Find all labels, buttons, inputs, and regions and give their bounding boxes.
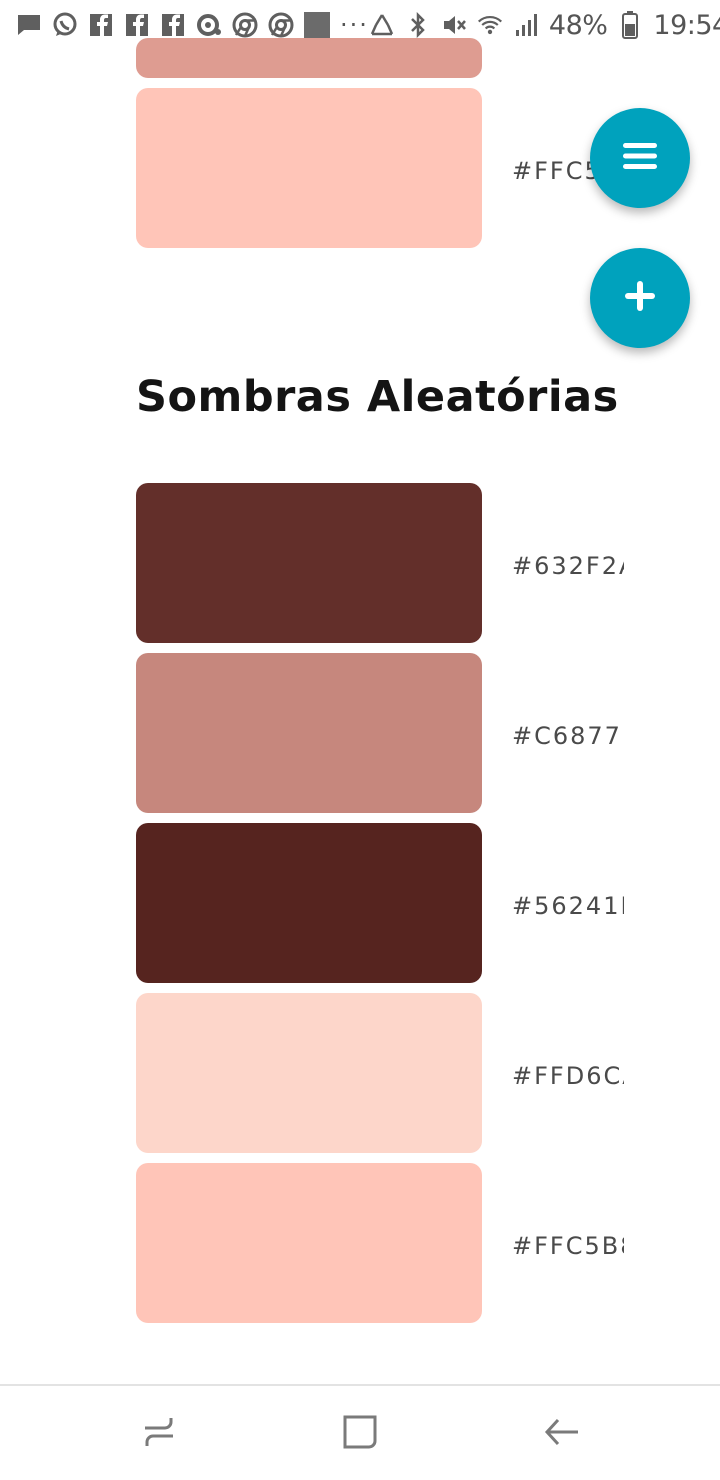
whatsapp-icon: [52, 12, 78, 38]
facebook-icon: [160, 12, 186, 38]
gallery-icon: [304, 12, 330, 38]
clock: 19:54: [653, 9, 720, 41]
bluetooth-icon: [405, 12, 431, 38]
hex-code: #FFC5B8: [512, 1232, 624, 1260]
recents-button[interactable]: [137, 1412, 181, 1456]
plus-icon: [623, 279, 657, 317]
facebook-icon: [88, 12, 114, 38]
home-button[interactable]: [338, 1412, 382, 1456]
color-swatch[interactable]: [136, 1163, 482, 1323]
color-swatch[interactable]: [136, 483, 482, 643]
back-button[interactable]: [540, 1412, 584, 1456]
home-icon: [340, 1412, 380, 1456]
color-swatch[interactable]: [136, 823, 482, 983]
status-bar: ··· 48% 19:54: [0, 0, 720, 50]
hex-code: #C6877D: [512, 722, 624, 750]
add-button[interactable]: [590, 248, 690, 348]
more-notifications: ···: [340, 11, 369, 39]
color-swatch[interactable]: [136, 993, 482, 1153]
chrome-icon: [232, 12, 258, 38]
recycle-icon: [369, 12, 395, 38]
message-icon: [16, 12, 42, 38]
hex-code: #56241E: [512, 892, 624, 920]
sync-icon: [196, 12, 222, 38]
chrome-icon: [268, 12, 294, 38]
wifi-icon: [477, 12, 503, 38]
battery-icon: [617, 11, 643, 39]
menu-button[interactable]: [590, 108, 690, 208]
system-icons: 48% 19:54: [369, 10, 720, 41]
recents-icon: [139, 1412, 179, 1456]
notification-icons: ···: [16, 11, 369, 39]
mute-icon: [441, 12, 467, 38]
battery-percent: 48%: [548, 9, 608, 41]
hex-code: #FFD6CA: [512, 1062, 624, 1090]
color-swatch[interactable]: [136, 38, 482, 78]
back-icon: [542, 1412, 582, 1456]
signal-icon: [513, 12, 539, 38]
facebook-icon: [124, 12, 150, 38]
color-swatch[interactable]: [136, 653, 482, 813]
section-title: Sombras Aleatórias: [136, 372, 619, 422]
navigation-bar: [0, 1384, 720, 1480]
color-swatch[interactable]: [136, 88, 482, 248]
menu-icon: [622, 141, 658, 175]
hex-code: #632F2A: [512, 552, 624, 580]
